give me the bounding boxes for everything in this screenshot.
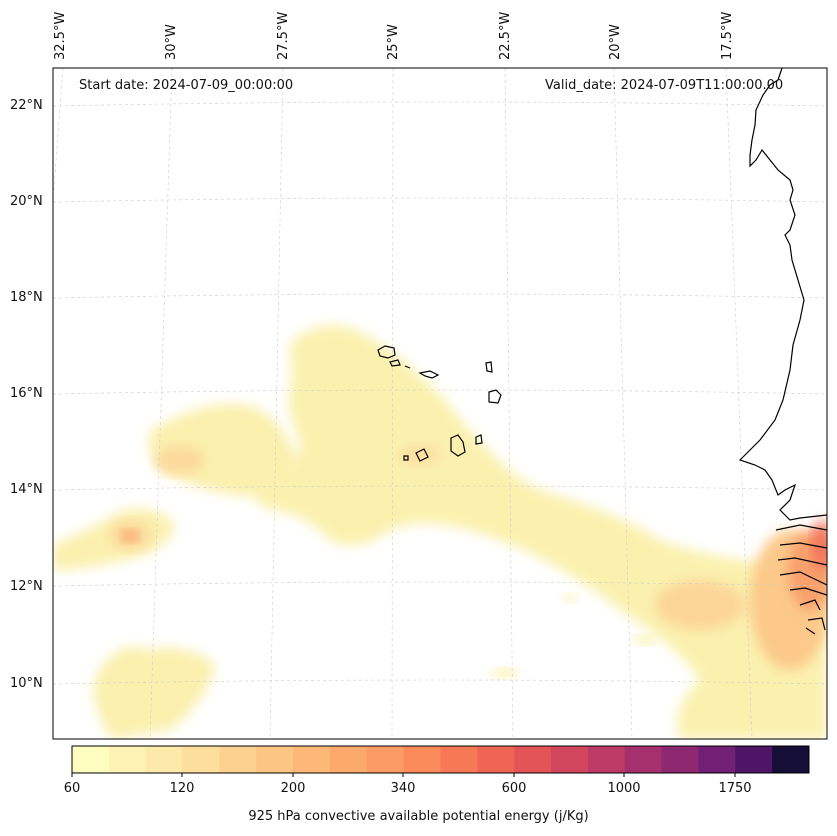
coastline	[377, 68, 827, 635]
lon-label-27-5w: 27.5°W	[276, 11, 291, 60]
colorbar-segment	[735, 746, 773, 773]
cape-patch-southwest	[93, 646, 215, 739]
lat-label-16n: 16°N	[10, 386, 43, 401]
colorbar-border	[71, 745, 810, 774]
cape-blob-small	[633, 635, 657, 645]
valid-date-label: Valid_date: 2024-07-09T11:00:00.00	[545, 78, 784, 93]
lat-label-18n: 18°N	[10, 290, 43, 305]
island	[377, 345, 396, 359]
colorbar-segment	[366, 746, 405, 773]
island	[404, 365, 411, 369]
map-border	[52, 67, 828, 740]
colorbar-segment	[661, 746, 699, 773]
colorbar-label: 925 hPa convective available potential e…	[248, 809, 589, 824]
colorbar-tick: 60	[63, 781, 81, 796]
colorbar-segment	[256, 746, 294, 773]
colorbar-segment	[587, 746, 626, 773]
colorbar-segment	[219, 746, 257, 773]
lat-label-14n: 14°N	[10, 482, 43, 497]
cape-mid	[400, 445, 440, 465]
colorbar-segment	[477, 746, 515, 773]
cape-band-main	[255, 325, 827, 739]
colorbar-segment	[514, 746, 552, 773]
cape-mid	[655, 580, 745, 630]
island	[450, 434, 466, 457]
lon-label-17-5w: 17.5°W	[720, 11, 735, 60]
africa-coastline	[738, 68, 827, 521]
colorbar-segment	[145, 746, 184, 773]
colorbar-segment	[108, 746, 147, 773]
colorbar-segment	[329, 746, 368, 773]
island	[389, 359, 401, 367]
colorbar-tick: 600	[501, 781, 527, 796]
lon-label-32-5w: 32.5°W	[53, 11, 68, 60]
colorbar-segment	[551, 746, 589, 773]
lon-label-30w: 30°W	[164, 24, 179, 60]
colorbar-segment	[293, 746, 331, 773]
colorbar-tick: 120	[169, 781, 195, 796]
colorbar-segment	[440, 746, 478, 773]
island	[475, 434, 483, 445]
start-date-label: Start date: 2024-07-09_00:00:00	[79, 78, 294, 93]
lon-label-20w: 20°W	[608, 24, 623, 60]
lon-label-22-5w: 22.5°W	[498, 11, 513, 60]
cape-peak	[812, 520, 827, 570]
colorbar-segment	[772, 746, 810, 773]
colorbar	[71, 745, 810, 777]
colorbar-tick: 200	[280, 781, 306, 796]
colorbar-tick: 1000	[607, 781, 641, 796]
lat-label-10n: 10°N	[10, 676, 43, 691]
colorbar-segment	[698, 746, 736, 773]
island	[418, 370, 440, 379]
colorbar-segment	[182, 746, 220, 773]
colorbar-segment	[403, 746, 441, 773]
lat-label-12n: 12°N	[10, 579, 43, 594]
colorbar-segment	[72, 746, 110, 773]
cape-blob-small	[562, 594, 578, 602]
lat-label-20n: 20°N	[10, 194, 43, 209]
cape-high	[122, 530, 138, 542]
colorbar-tick: 340	[390, 781, 416, 796]
cape-mid	[155, 446, 205, 474]
island	[488, 389, 502, 404]
cape-field	[53, 325, 827, 739]
lat-label-22n: 22°N	[10, 98, 43, 113]
island	[403, 455, 409, 461]
cape-blob-small	[491, 668, 519, 678]
colorbar-tick: 1750	[718, 781, 752, 796]
colorbar-segment	[624, 746, 663, 773]
island	[485, 361, 493, 373]
lon-label-25w: 25°W	[386, 24, 401, 60]
island	[415, 448, 429, 462]
gridlines	[53, 68, 827, 739]
